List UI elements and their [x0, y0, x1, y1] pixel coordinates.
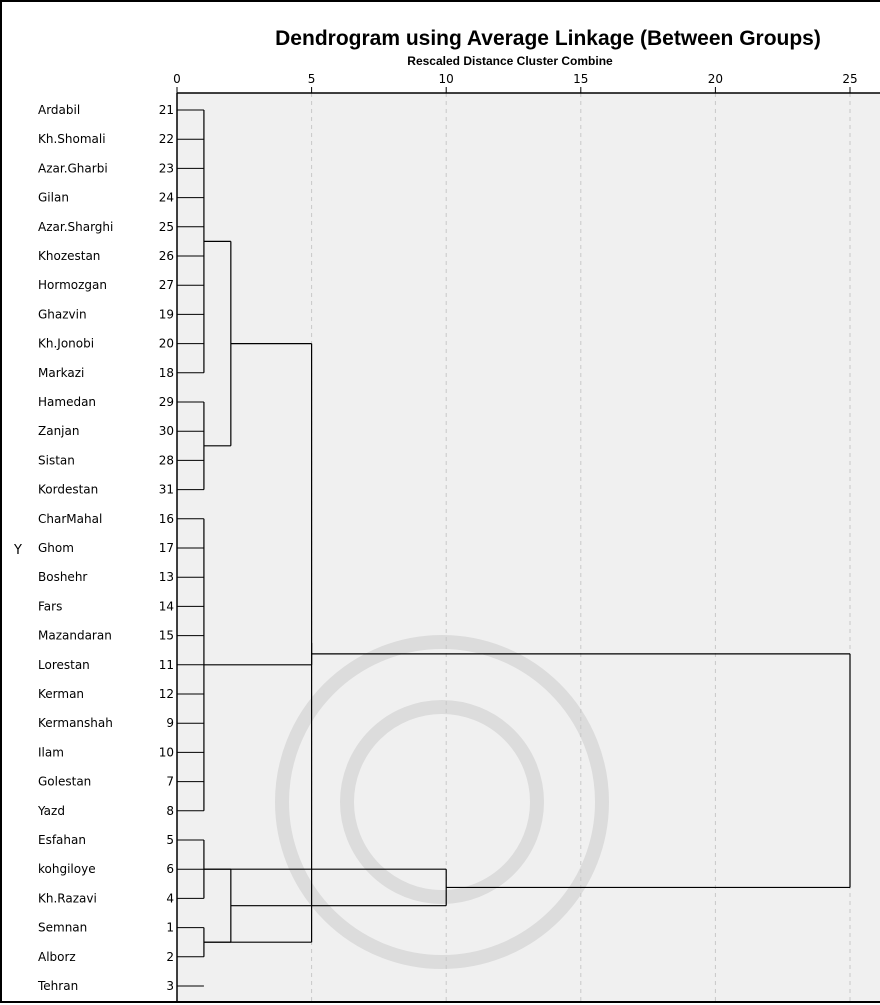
leaf-label: Hormozgan	[38, 278, 107, 292]
x-tick-label: 25	[842, 72, 857, 86]
leaf-label: Markazi	[38, 366, 84, 380]
case-number: 5	[166, 833, 174, 847]
case-number: 21	[159, 103, 174, 117]
leaf-label: Kordestan	[38, 483, 98, 497]
case-number: 13	[159, 570, 174, 584]
x-tick-label: 10	[439, 72, 454, 86]
leaf-label: Lorestan	[38, 658, 90, 672]
case-number: 26	[159, 249, 174, 263]
case-number: 19	[159, 307, 174, 321]
case-number: 4	[166, 891, 174, 905]
leaf-label: Azar.Gharbi	[38, 161, 108, 175]
x-tick-label: 15	[573, 72, 588, 86]
leaf-label: Khozestan	[38, 249, 100, 263]
case-number: 18	[159, 366, 174, 380]
leaf-label: Kerman	[38, 687, 84, 701]
leaf-label: Fars	[38, 599, 62, 613]
case-number: 1	[166, 921, 174, 935]
case-number: 23	[159, 161, 174, 175]
case-number: 12	[159, 687, 174, 701]
leaf-label: Ilam	[38, 745, 64, 759]
case-number: 30	[159, 424, 174, 438]
watermark	[275, 635, 609, 969]
chart-title: Dendrogram using Average Linkage (Betwee…	[275, 27, 821, 50]
leaf-label: Alborz	[38, 950, 76, 964]
plot-background	[177, 93, 880, 1001]
leaf-label: Tehran	[37, 979, 78, 993]
leaf-label: Ghom	[38, 541, 74, 555]
case-number: 25	[159, 220, 174, 234]
case-number: 11	[159, 658, 174, 672]
y-axis-label: Y	[13, 543, 22, 558]
case-number: 28	[159, 453, 174, 467]
leaf-label: kohgiloye	[38, 862, 96, 876]
case-number: 15	[159, 629, 174, 643]
leaf-label: Ghazvin	[38, 307, 87, 321]
leaf-label: Kh.Jonobi	[38, 337, 94, 351]
case-number: 29	[159, 395, 174, 409]
x-tick-label: 5	[308, 72, 316, 86]
leaf-label: Mazandaran	[38, 629, 112, 643]
leaf-label: Sistan	[38, 453, 75, 467]
case-number: 10	[159, 745, 174, 759]
case-number: 14	[159, 599, 174, 613]
leaf-label: Esfahan	[38, 833, 86, 847]
leaf-label: CharMahal	[38, 512, 102, 526]
leaf-label: Hamedan	[38, 395, 96, 409]
leaf-label: Azar.Sharghi	[38, 220, 113, 234]
leaf-label: Kermanshah	[38, 716, 113, 730]
leaf-label: Kh.Shomali	[38, 132, 106, 146]
case-number: 8	[166, 804, 174, 818]
case-number: 7	[166, 775, 174, 789]
chart-subtitle: Rescaled Distance Cluster Combine	[407, 54, 613, 68]
x-tick-label: 0	[173, 72, 181, 86]
case-number: 3	[166, 979, 174, 993]
leaf-label: Zanjan	[38, 424, 79, 438]
x-axis: 0 5 10 15 20 25	[173, 72, 880, 1001]
case-number: 20	[159, 337, 174, 351]
leaf-label: Ardabil	[38, 103, 80, 117]
leaf-label: Yazd	[37, 804, 65, 818]
leaf-label: Kh.Razavi	[38, 891, 97, 905]
case-number: 17	[159, 541, 174, 555]
case-number: 16	[159, 512, 174, 526]
leaf-label: Gilan	[38, 191, 69, 205]
case-number: 31	[159, 483, 174, 497]
case-number: 6	[166, 862, 174, 876]
x-tick-label: 20	[708, 72, 723, 86]
case-number: 27	[159, 278, 174, 292]
leaf-label: Boshehr	[38, 570, 87, 584]
leaf-label: Semnan	[38, 921, 87, 935]
leaf-label: Golestan	[38, 775, 91, 789]
case-number: 9	[166, 716, 174, 730]
case-number: 2	[166, 950, 174, 964]
dendrogram-links	[177, 109, 851, 987]
case-number: 22	[159, 132, 174, 146]
case-number: 24	[159, 191, 174, 205]
